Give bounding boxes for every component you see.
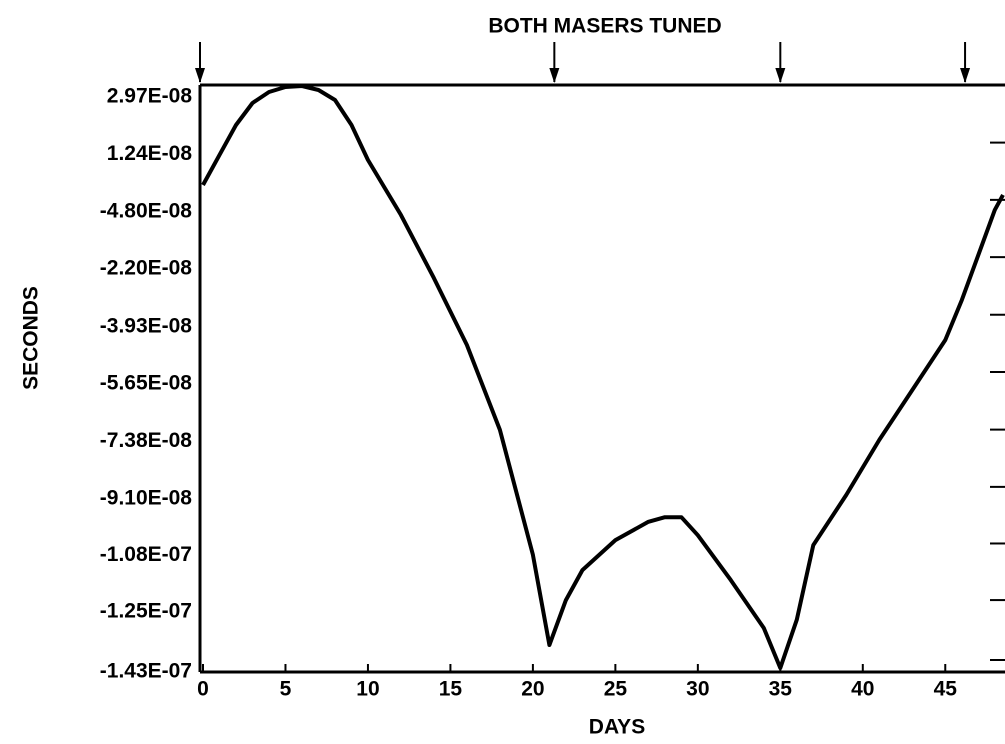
x-tick-label: 25	[604, 678, 628, 701]
y-axis-label: SECONDS	[20, 286, 43, 390]
y-tick-label: -9.10E-08	[100, 486, 193, 509]
x-tick-label: 10	[356, 678, 379, 701]
y-tick-label: -1.08E-07	[100, 543, 192, 566]
x-tick-label: 40	[851, 678, 874, 701]
tuned-arrow-head	[195, 68, 205, 83]
data-line	[201, 84, 1005, 670]
x-tick-label: 45	[934, 678, 958, 701]
y-tick-label: -1.25E-07	[100, 600, 192, 623]
y-tick-label: -7.38E-08	[100, 429, 193, 452]
x-tick-label: 15	[439, 678, 463, 701]
x-axis-label: DAYS	[589, 716, 645, 739]
x-tick-label: 30	[686, 678, 709, 701]
tuned-arrow-head	[960, 68, 971, 83]
x-tick-label: 0	[197, 678, 209, 701]
y-tick-label: 2.97E-08	[107, 85, 193, 108]
y-tick-label: -4.80E-08	[100, 199, 193, 222]
y-tick-label: -2.20E-08	[100, 257, 193, 280]
chart-title: BOTH MASERS TUNED	[488, 15, 721, 38]
tuned-arrow-head	[775, 68, 786, 83]
y-tick-label: -1.43E-07	[100, 660, 192, 683]
y-tick-label: -5.65E-08	[100, 372, 193, 395]
x-tick-label: 20	[521, 678, 544, 701]
tuned-arrow-head	[549, 68, 560, 83]
x-tick-label: 5	[280, 678, 292, 701]
x-tick-label: 35	[769, 678, 793, 701]
y-tick-label: 1.24E-08	[107, 142, 193, 165]
y-tick-label: -3.93E-08	[100, 314, 193, 337]
